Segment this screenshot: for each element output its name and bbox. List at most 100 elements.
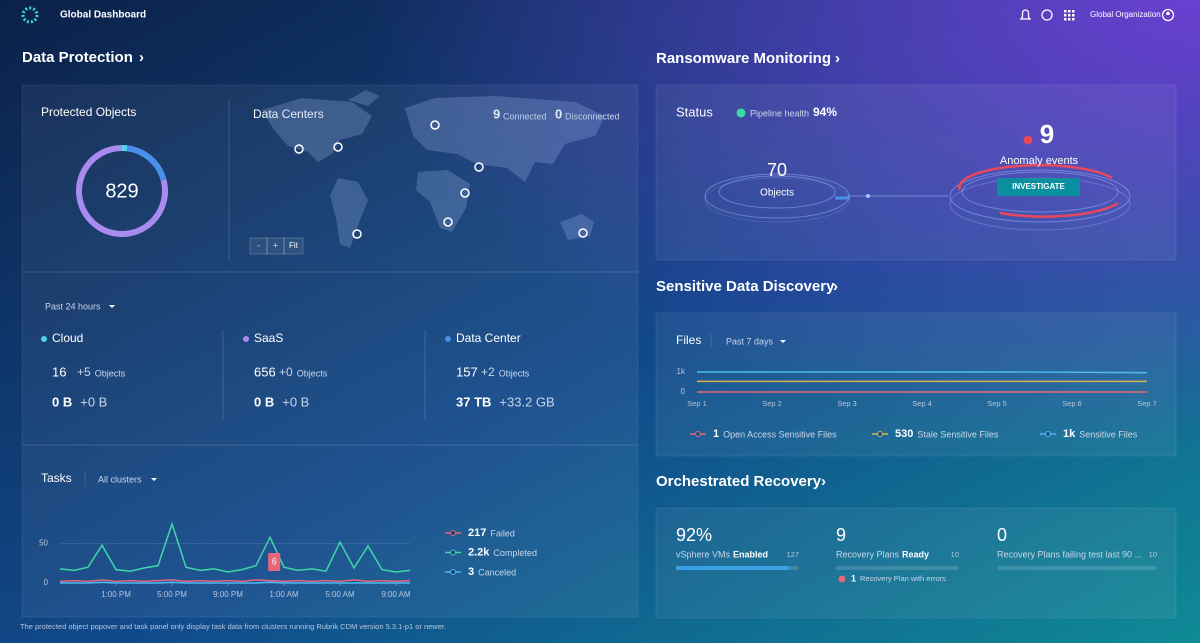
chevron[interactable]: › [835,50,840,67]
metric-value: 0 [997,525,1007,545]
org-selector[interactable]: Global Organization [1090,10,1161,19]
apps-icon[interactable] [1064,10,1075,21]
error-count: 1 [851,573,856,583]
help-icon[interactable] [1041,9,1053,21]
series-line [60,581,410,584]
metric-label: Recovery Plans failing test last 90 ... [997,549,1142,559]
column-title: SaaS [254,331,283,345]
size-delta: +0 B [80,394,107,409]
section-title[interactable]: Sensitive Data Discovery [656,278,835,295]
legend-count: 1k [1063,428,1076,440]
caret[interactable] [109,305,115,308]
legend-count: 530 [895,428,913,440]
connected-count: 9 [493,106,500,121]
object-count: 16 [52,364,66,379]
investigate-button[interactable] [997,178,1080,196]
pipeline-label: Pipeline health [750,108,809,118]
legend-label: Failed [490,528,515,538]
tooltip [268,553,281,571]
object-delta: +5 [77,365,91,379]
caret[interactable] [151,478,157,481]
objects-count: 70 [767,160,787,180]
zoom-label[interactable]: + [273,240,278,250]
section-title[interactable]: Ransomware Monitoring [656,50,831,67]
object-count: 656 [254,364,276,379]
legend-dot [695,431,701,437]
panel [655,312,1177,457]
metric-label-bold: Ready [902,549,929,559]
size: 37 TB [456,394,491,409]
card-title: Tasks [41,471,72,485]
legend-dot [450,530,456,536]
metric-label: vSphere VMs [676,549,731,559]
error-icon [838,575,846,583]
map-pins [294,120,588,239]
legend-dot [450,549,456,556]
metric-total: 127 [786,550,799,559]
objects-label: Objects [760,188,794,199]
donut-total: 829 [105,180,138,202]
x-tick-label: 9:00 AM [381,590,411,599]
button-label[interactable]: INVESTIGATE [1012,182,1065,191]
error-label: Recovery Plan with errors [860,574,946,583]
x-tick-label: 1:00 AM [269,590,299,599]
footnote: The protected object popover and task pa… [20,622,446,631]
metric-total: 10 [951,550,959,559]
series-line [59,579,411,583]
chevron[interactable]: › [833,278,838,295]
legend-dot [445,336,451,342]
objects-ring [704,173,850,223]
x-tick-label: Sep 3 [837,399,857,408]
caret[interactable] [780,340,786,343]
legend-dot [243,336,249,342]
panel [21,84,639,618]
size-delta: +0 B [282,394,309,409]
zoom-button[interactable] [266,237,285,255]
column-title: Data Center [456,331,521,345]
series-line [697,371,1148,374]
zoom-button[interactable] [249,237,268,255]
metric-total: 10 [1149,550,1157,559]
chevron[interactable]: › [139,49,144,66]
disconnected-count: 0 [555,106,562,121]
cluster-dropdown[interactable]: All clusters [98,474,142,484]
metric-value: 92% [676,525,712,545]
zoom-controls: - + Fit [249,237,304,255]
x-tick-label: Sep 1 [687,399,707,408]
zoom-label[interactable]: Fit [289,241,299,250]
metric-label: Recovery Plans [836,549,900,559]
legend-count: 1 [713,428,719,440]
period-dropdown[interactable]: Past 7 days [726,336,774,346]
user-icon[interactable] [1161,8,1175,22]
x-tick-label: Sep 7 [1137,399,1157,408]
disconnected-label: Disconnected [565,111,620,121]
x-tick-label: 5:00 AM [325,590,355,599]
column-title: Cloud [52,331,83,345]
anomaly-count: 9 [1040,119,1054,149]
legend-dot [1045,431,1051,437]
alert-dot [1023,135,1033,145]
x-tick-label: 1:00 PM [101,590,131,599]
size: 0 B [254,394,274,409]
x-tick-label: Sep 5 [987,399,1007,408]
legend-dot [450,569,456,575]
chevron[interactable]: › [821,473,826,490]
legend-count: 217 [468,527,486,539]
logo[interactable] [21,6,39,24]
section-title[interactable]: Orchestrated Recovery [656,473,822,490]
notifications-icon[interactable] [1019,9,1032,20]
object-unit: Objects [499,368,530,378]
section-title[interactable]: Data Protection [22,49,133,66]
zoom-label[interactable]: - [257,240,260,250]
pipeline-value: 94% [813,105,837,119]
object-unit: Objects [95,368,126,378]
donut-segment [76,145,168,237]
zoom-button[interactable] [283,237,304,255]
card-title: Data Centers [253,107,324,121]
legend-label: Canceled [478,567,516,577]
metric-label-bold: Enabled [733,549,768,559]
legend-label: Sensitive Files [1079,429,1138,439]
period-dropdown[interactable]: Past 24 hours [45,301,101,311]
